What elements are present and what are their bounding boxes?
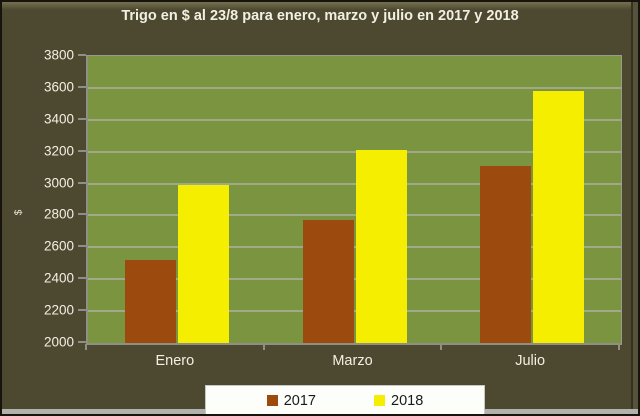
legend-label-2018: 2018 bbox=[391, 392, 424, 409]
y-tick-mark bbox=[78, 341, 86, 343]
y-tick-mark bbox=[78, 277, 86, 280]
window-right-edge bbox=[631, 2, 638, 410]
y-tick-mark bbox=[78, 213, 86, 216]
y-tick-label: 2000 bbox=[43, 334, 74, 350]
legend-item-2018: 2018 bbox=[374, 393, 423, 409]
y-tick-label: 3400 bbox=[43, 111, 74, 127]
bar-2018-marzo bbox=[355, 150, 407, 343]
x-tick-mark bbox=[618, 344, 620, 350]
y-tick-label: 3800 bbox=[43, 47, 74, 63]
legend-swatch-2018 bbox=[374, 395, 385, 406]
gridline bbox=[88, 182, 621, 185]
y-tick-mark bbox=[78, 85, 86, 88]
y-tick-label: 3000 bbox=[43, 175, 74, 191]
y-tick-label: 2200 bbox=[43, 302, 74, 318]
category-label: Marzo bbox=[332, 353, 373, 369]
category-label: Enero bbox=[155, 353, 195, 369]
gridline bbox=[88, 278, 621, 281]
y-tick-label: 2800 bbox=[43, 206, 74, 222]
bar-2018-julio bbox=[533, 91, 585, 343]
bar-2017-julio bbox=[480, 166, 532, 343]
chart-title: Trigo en $ al 23/8 para enero, marzo y j… bbox=[121, 8, 519, 24]
y-tick-label: 3600 bbox=[43, 79, 74, 95]
legend: 2017 2018 bbox=[205, 385, 485, 414]
y-tick-label: 3200 bbox=[43, 143, 74, 159]
x-tick-mark bbox=[262, 344, 265, 350]
legend-swatch-2017 bbox=[266, 395, 278, 406]
gridline bbox=[88, 214, 621, 217]
gridline bbox=[88, 118, 621, 121]
y-tick-mark bbox=[78, 181, 86, 184]
y-tick-mark bbox=[78, 309, 86, 312]
x-tick-mark bbox=[440, 344, 443, 350]
gridline bbox=[88, 150, 621, 153]
gridline bbox=[88, 310, 621, 313]
y-tick-mark bbox=[78, 54, 86, 56]
category-label: Julio bbox=[515, 353, 546, 369]
gridline bbox=[88, 86, 621, 89]
y-tick-label: 2600 bbox=[43, 238, 74, 254]
y-tick-mark bbox=[78, 245, 86, 248]
y-tick-mark bbox=[78, 149, 86, 152]
bar-2017-enero bbox=[124, 260, 176, 343]
plot-area bbox=[86, 55, 622, 345]
legend-item-2017: 2017 bbox=[266, 392, 316, 409]
bar-2017-marzo bbox=[302, 220, 354, 343]
gridline bbox=[88, 246, 621, 249]
bar-2018-enero bbox=[177, 185, 229, 343]
y-tick-label: 2400 bbox=[43, 270, 74, 286]
x-tick-mark bbox=[85, 344, 87, 350]
legend-label-2017: 2017 bbox=[283, 392, 316, 409]
y-tick-mark bbox=[78, 117, 86, 120]
